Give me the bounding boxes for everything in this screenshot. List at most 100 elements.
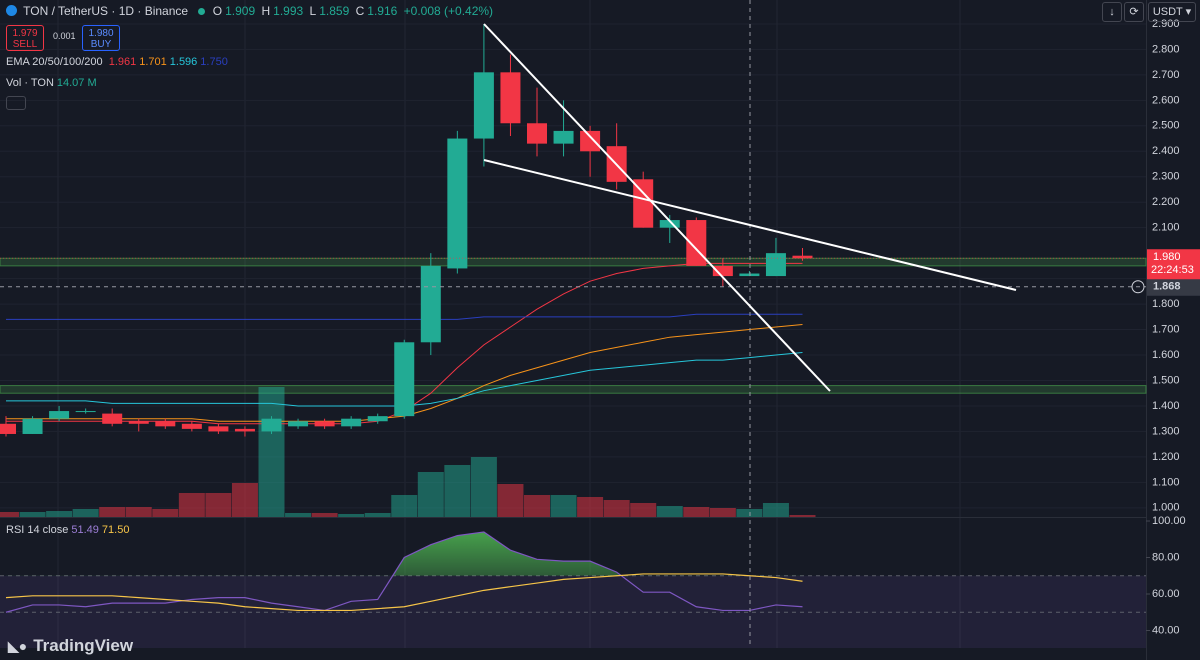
- candle-body: [580, 130, 601, 152]
- y-tick-label: 2.700: [1152, 69, 1180, 81]
- zone: [0, 385, 1147, 394]
- rsi-ma-value: 71.50: [101, 524, 130, 536]
- y-tick-label: 2.600: [1152, 94, 1180, 106]
- crosshair-label-bg: [1147, 277, 1200, 296]
- y-tick-label: 1.100: [1152, 476, 1180, 488]
- y-tick-label: 1.500: [1152, 374, 1180, 386]
- rsi-legend: RSI 14 close 51.49 71.50: [6, 524, 132, 536]
- volume-bar: [603, 500, 630, 517]
- fullscreen-button[interactable]: ⟳: [1124, 2, 1144, 22]
- ema-value: 1.750: [200, 56, 228, 68]
- countdown: 22:24:53: [1151, 264, 1194, 276]
- volume-bar: [470, 457, 497, 517]
- candle-body: [49, 411, 70, 419]
- download-button[interactable]: ↓: [1102, 2, 1122, 22]
- volume-bar: [364, 513, 391, 517]
- vertical-grid: [57, 0, 961, 648]
- candle-body: [102, 413, 123, 424]
- trend-line: [483, 159, 1017, 291]
- spread: 0.001: [53, 31, 76, 41]
- h-value: 1.993: [273, 4, 304, 18]
- volume-bar: [444, 465, 471, 517]
- currency-button[interactable]: USDT ▾: [1148, 2, 1196, 22]
- ema-value: 1.701: [139, 56, 167, 68]
- volume-legend: Vol · TON 14.07 M: [6, 77, 100, 89]
- volume-title: Vol · TON: [6, 77, 54, 89]
- sell-label: SELL: [12, 39, 38, 50]
- rsi-line: [5, 573, 803, 612]
- volume-bar: [338, 514, 365, 517]
- volume-bar: [577, 497, 604, 517]
- volume-bar: [417, 472, 444, 517]
- c-label: C: [355, 4, 365, 18]
- buy-button[interactable]: 1.980 BUY: [82, 25, 120, 51]
- candle-body: [739, 273, 760, 277]
- y-tick-label: 1.000: [1152, 502, 1180, 514]
- candle-body: [473, 72, 494, 139]
- rsi-tick-label: 100.00: [1152, 515, 1186, 527]
- ema-title: EMA 20/50/100/200: [6, 56, 103, 68]
- candle-body: [367, 416, 388, 422]
- candle-body: [792, 255, 813, 259]
- rsi-tick-label: 80.00: [1152, 551, 1180, 563]
- volume-bar: [497, 484, 524, 517]
- logo-mark: ◣●: [8, 638, 28, 654]
- candle-body: [155, 421, 176, 427]
- volume-bar: [524, 495, 550, 517]
- candle-body: [500, 72, 521, 124]
- rsi-title: RSI 14 close: [6, 524, 69, 536]
- candle-body: [75, 411, 96, 413]
- logo: ◣● TradingView: [8, 636, 136, 656]
- ema-legend: EMA 20/50/100/200 1.961 1.701 1.596 1.750: [6, 56, 234, 68]
- y-tick-label: 2.300: [1152, 171, 1180, 183]
- volume-value: 14.07 M: [56, 77, 97, 89]
- ema-value: 1.596: [169, 56, 198, 68]
- volume-bar: [762, 503, 789, 517]
- rsi-line: [5, 531, 803, 613]
- o-label: O: [212, 4, 223, 18]
- buy-label: BUY: [90, 39, 112, 50]
- y-tick-label: 2.100: [1152, 222, 1180, 234]
- volume-bar: [72, 509, 99, 517]
- volume-bar: [125, 507, 152, 517]
- sell-button[interactable]: 1.979 SELL: [6, 25, 44, 51]
- y-tick-label: 1.200: [1152, 451, 1180, 463]
- y-tick-label: 2.900: [1152, 18, 1180, 30]
- y-tick-label: 1.800: [1152, 298, 1180, 310]
- candle-body: [208, 426, 229, 432]
- candle-body: [420, 265, 441, 343]
- y-tick-label: 2.200: [1152, 196, 1180, 208]
- candle-body: [341, 418, 362, 427]
- volume-bar: [178, 493, 205, 517]
- candle-body: [447, 138, 468, 269]
- volume-bar: [736, 509, 763, 517]
- rsi-tick-label: 40.00: [1152, 624, 1180, 636]
- volume-bar: [311, 513, 338, 517]
- volume-bar: [550, 495, 577, 517]
- zone: [0, 257, 1147, 267]
- l-label: L: [309, 4, 317, 18]
- candle-body: [0, 423, 16, 434]
- l-value: 1.859: [319, 4, 350, 18]
- collapse-button[interactable]: [6, 96, 26, 110]
- volume-bar: [0, 512, 19, 517]
- candle-body: [659, 220, 680, 228]
- rsi-tick-label: 60.00: [1152, 588, 1180, 600]
- candle-body: [765, 253, 786, 277]
- rsi-value: 51.49: [71, 524, 99, 536]
- overbought-fill: [392, 531, 622, 576]
- c-value: 1.916: [367, 4, 398, 18]
- candle-body: [261, 418, 282, 432]
- candle-body: [314, 421, 335, 427]
- symbol-legend: TON / TetherUS · 1D · Binance O 1.909 H 1.…: [6, 4, 496, 18]
- symbol: TON / TetherUS · 1D · Binance: [23, 4, 189, 18]
- volume-bar: [789, 515, 816, 517]
- candle-body: [633, 179, 654, 228]
- currency: USDT: [1152, 6, 1183, 18]
- candle-body: [22, 418, 43, 434]
- trend-line: [483, 23, 831, 392]
- volume-bar: [152, 509, 179, 517]
- volume-bar: [46, 511, 73, 517]
